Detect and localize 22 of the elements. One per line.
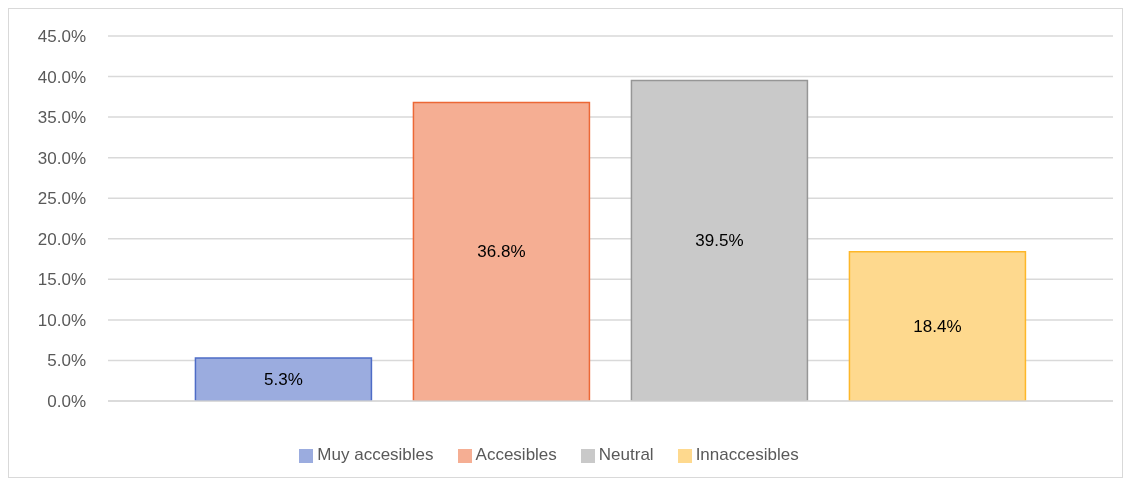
y-tick-label: 45.0% <box>37 27 86 47</box>
bar <box>848 251 1027 401</box>
y-tick-label: 30.0% <box>37 148 86 168</box>
y-tick-label: 15.0% <box>37 270 86 290</box>
bar <box>194 357 373 401</box>
y-tick-label: 35.0% <box>37 108 86 128</box>
legend-label: Neutral <box>598 445 654 464</box>
data-label: 5.3% <box>264 370 303 390</box>
data-label: 39.5% <box>695 231 744 251</box>
legend-label: Muy accesibles <box>317 445 434 464</box>
bar <box>630 79 809 401</box>
y-tick-label: 5.0% <box>47 351 86 371</box>
data-label: 36.8% <box>477 242 526 262</box>
y-tick-label: 40.0% <box>37 67 86 87</box>
bar <box>412 101 591 401</box>
legend-label: Innaccesibles <box>695 445 799 464</box>
data-label: 18.4% <box>913 316 962 336</box>
legend-label: Accesibles <box>475 445 557 464</box>
y-tick-label: 25.0% <box>37 189 86 209</box>
y-tick-label: 10.0% <box>37 310 86 330</box>
y-tick-label: 0.0% <box>47 392 86 412</box>
y-tick-label: 20.0% <box>37 229 86 249</box>
